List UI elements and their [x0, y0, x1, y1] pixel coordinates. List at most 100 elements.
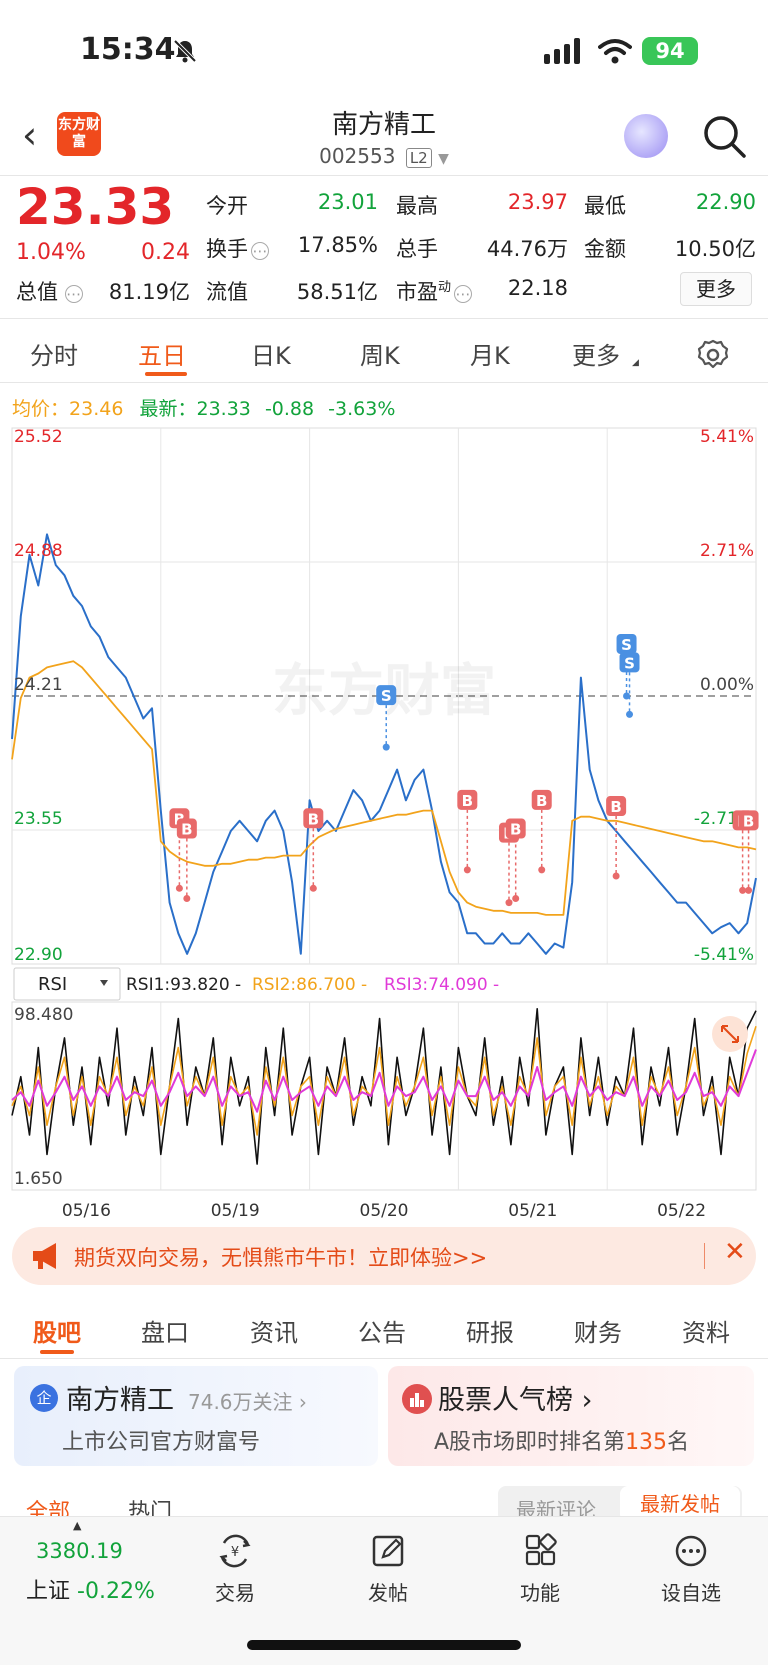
quote-label: 今开 — [206, 194, 248, 218]
period-tab[interactable]: 更多 — [572, 342, 620, 370]
megaphone-icon — [33, 1243, 56, 1269]
quote-value: 17.85% — [297, 233, 378, 257]
search-icon[interactable] — [700, 112, 748, 160]
marker-dot — [623, 692, 631, 700]
buy-marker: B — [738, 810, 759, 894]
index-change: -0.22% — [77, 1579, 155, 1604]
back-icon[interactable]: ‹ — [22, 113, 38, 157]
active-tab-indicator — [145, 372, 187, 376]
status-time: 15:34 — [80, 32, 176, 67]
indicator-selector — [13, 967, 121, 1001]
current-price: 23.33 — [16, 178, 175, 236]
period-tab[interactable]: 周K — [360, 342, 400, 370]
marker-label: B — [308, 810, 319, 828]
quote-value: 22.18 — [507, 276, 568, 300]
index-name-change[interactable]: 上证 -0.22% — [26, 1573, 155, 1605]
nav-add-watchlist[interactable]: 设自选 — [646, 1533, 736, 1606]
marker-dot — [175, 884, 183, 892]
marker-badge — [505, 818, 526, 839]
nav-post-label: 发帖 — [368, 1581, 408, 1605]
company-card[interactable]: 企 南方精工 74.6万关注 › 上市公司官方财富号 — [14, 1366, 378, 1466]
quote-label: 市盈动 ⋯ — [396, 280, 473, 304]
popularity-card[interactable]: 股票人气榜 › A股市场即时排名第135名 — [388, 1366, 754, 1466]
quote-value: 22.90 — [695, 190, 756, 214]
nav-function[interactable]: 功能 — [495, 1533, 585, 1606]
trade-icon: ¥ — [219, 1534, 251, 1568]
more-quote-button[interactable]: 更多 — [680, 272, 752, 306]
rsi-max-label: 98.480 — [14, 1005, 73, 1025]
marker-label: B — [743, 812, 754, 830]
marker-label: S — [624, 654, 635, 672]
y-tick-right: 0.00% — [700, 675, 754, 695]
buy-marker: B — [531, 789, 552, 874]
section-tab[interactable]: 公告 — [358, 1319, 406, 1347]
marker-dot — [739, 886, 747, 894]
percent-change: 1.04% — [16, 240, 86, 265]
y-tick-right: -5.41% — [694, 945, 754, 965]
nav-trade-label: 交易 — [215, 1581, 255, 1605]
divider — [0, 175, 768, 176]
marker-dot — [745, 886, 753, 894]
indicator-selector-label: RSI — [38, 974, 67, 995]
enterprise-badge-icon: 企 — [30, 1384, 58, 1412]
marker-badge — [619, 652, 640, 673]
marker-label: S — [381, 687, 392, 705]
post-icon — [372, 1535, 404, 1567]
y-tick-left: 23.55 — [14, 809, 63, 829]
expand-icon-arrow — [721, 1025, 739, 1043]
period-tab[interactable]: 日K — [251, 342, 291, 370]
assistant-avatar[interactable] — [624, 114, 668, 158]
expand-chart-icon[interactable] — [712, 1016, 748, 1052]
average-price-line — [11, 660, 757, 916]
section-tab[interactable]: 股吧 — [33, 1319, 81, 1347]
quote-value: 58.51亿 — [296, 280, 378, 304]
nav-trade[interactable]: ¥ 交易 — [190, 1533, 280, 1606]
period-tab[interactable]: 分时 — [30, 342, 78, 370]
info-icon[interactable]: ⋯ — [251, 242, 269, 260]
promo-text[interactable]: 期货双向交易，无惧熊市牛市！立即体验>> — [74, 1246, 488, 1270]
section-tab[interactable]: 研报 — [466, 1319, 514, 1347]
rsi3-line — [11, 1049, 757, 1113]
rsi-frame — [11, 1001, 757, 1191]
divider — [704, 1243, 705, 1269]
promo-banner[interactable]: 期货双向交易，无惧熊市牛市！立即体验>> ✕ — [12, 1227, 756, 1285]
marker-badge — [616, 634, 637, 654]
x-tick-label: 05/21 — [508, 1201, 557, 1220]
section-tab[interactable]: 资料 — [682, 1319, 730, 1347]
y-tick-left: 24.88 — [14, 541, 63, 561]
quote-value: 23.97 — [507, 190, 568, 214]
marker-label: B — [536, 792, 547, 810]
battery-indicator: 94 — [642, 37, 698, 65]
rsi-min-label: 1.650 — [14, 1169, 63, 1189]
price-line — [11, 533, 757, 955]
stock-code-row[interactable]: 002553 L2 ▼ — [0, 144, 768, 168]
info-icon[interactable]: ⋯ — [64, 285, 83, 303]
quote-value: 44.76万 — [486, 237, 568, 261]
marker-badge — [606, 796, 627, 817]
section-tab[interactable]: 盘口 — [141, 1319, 189, 1347]
popularity-card-title: 股票人气榜 › — [438, 1385, 593, 1416]
y-tick-right: 2.71% — [700, 541, 754, 561]
marker-dot — [512, 895, 520, 903]
nav-post[interactable]: 发帖 — [343, 1533, 433, 1606]
period-tab[interactable]: 五日 — [138, 342, 186, 370]
latest-label: 最新： — [139, 398, 197, 420]
expand-caret-icon[interactable]: ▲ — [73, 1519, 82, 1532]
latest-value: 23.33 — [196, 398, 251, 420]
index-name: 上证 — [26, 1579, 71, 1604]
status-bar: 15:34 94 — [0, 0, 768, 100]
period-tab[interactable]: 月K — [470, 342, 510, 370]
section-tab[interactable]: 财务 — [574, 1319, 622, 1347]
marker-dot — [183, 895, 191, 903]
svg-text:¥: ¥ — [231, 1545, 239, 1560]
quote-label: 最高 — [396, 194, 438, 218]
gear-icon[interactable] — [696, 338, 730, 372]
section-tab[interactable]: 资讯 — [250, 1319, 298, 1347]
info-icon[interactable]: ⋯ — [454, 285, 473, 303]
five-day-chart[interactable]: 东方财富25.5224.8824.2123.5522.905.41%2.71%0… — [0, 420, 768, 1220]
index-value[interactable]: 3380.19 — [36, 1539, 123, 1563]
stock-code: 002553 — [319, 144, 396, 168]
marker-badge — [457, 789, 478, 810]
close-icon[interactable]: ✕ — [724, 1237, 746, 1267]
chart-legend: 均价：23.46 最新：23.33 -0.88 -3.63% — [12, 394, 395, 421]
